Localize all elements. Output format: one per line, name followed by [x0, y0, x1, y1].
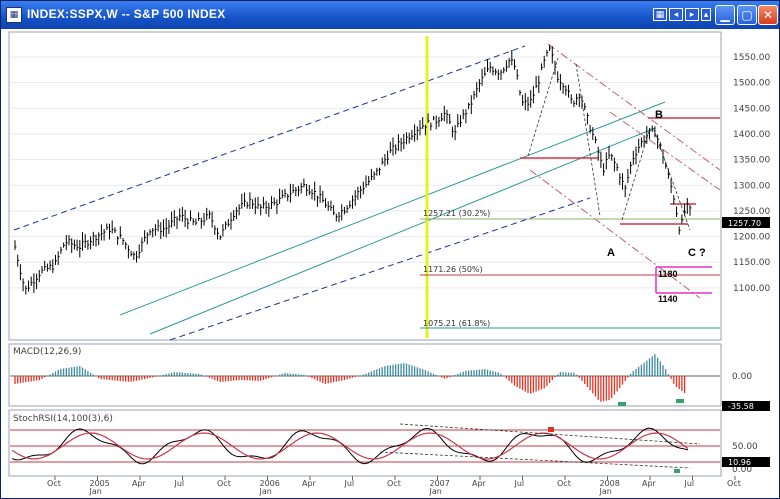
fib-label-3: 1075.21 (61.8%) — [423, 319, 490, 328]
level-markers — [520, 117, 720, 294]
price-tick-label: 1450.00 — [733, 104, 770, 114]
target-label-1: 1180 — [658, 269, 678, 279]
time-label: Oct — [387, 479, 401, 488]
time-label: 2007 — [430, 479, 450, 488]
chart-scroll-right-icon[interactable]: ▸ — [685, 8, 699, 21]
time-sublabel: Jan — [429, 487, 442, 496]
time-label: 2006 — [260, 479, 280, 488]
stoch-k-line — [11, 427, 689, 465]
price-bars[interactable] — [14, 44, 692, 295]
time-label: Apr — [642, 479, 657, 488]
macd-marker-1 — [618, 402, 626, 406]
trend-channels — [13, 43, 721, 341]
stoch-marker-red — [548, 427, 554, 432]
time-label: Jul — [344, 479, 355, 488]
time-label: Apr — [132, 479, 147, 488]
close-icon[interactable]: ✕ — [758, 5, 778, 25]
wave-lines — [527, 57, 691, 231]
chart-scroll-left-icon[interactable]: ◂ — [669, 8, 683, 21]
chart-zoom-icon[interactable]: ▴ — [701, 8, 711, 21]
stoch-title: StochRSI(14,100(3),6) — [13, 414, 113, 424]
time-label: Apr — [472, 479, 487, 488]
stoch-panel — [8, 409, 722, 477]
wave-label-b: B — [655, 109, 663, 121]
fib-levels — [420, 218, 720, 329]
macd-histogram — [14, 354, 686, 402]
macd-value-badge — [722, 401, 770, 411]
stoch-low-label: 0.00 — [732, 465, 752, 475]
chart-grid-toggle-icon[interactable]: ▦ — [653, 8, 667, 21]
time-label: Oct — [47, 479, 61, 488]
price-tick-label: 1250.00 — [733, 207, 770, 217]
target-label-2: 1140 — [658, 294, 678, 304]
price-tick-label: 1500.00 — [733, 79, 770, 89]
time-sublabel: Jan — [599, 487, 612, 496]
time-label: Oct — [727, 479, 741, 488]
stoch-mid-label: 50.00 — [732, 442, 758, 452]
macd-title: MACD(12,26,9) — [13, 347, 81, 357]
fib-label-2: 1171.26 (50%) — [423, 265, 483, 274]
time-sublabel: Jan — [259, 487, 272, 496]
time-label: Oct — [217, 479, 231, 488]
time-sublabel: Jan — [89, 487, 102, 496]
time-label: Apr — [302, 479, 317, 488]
price-tick-label: 1400.00 — [733, 130, 770, 140]
minimize-icon[interactable]: ▁ — [715, 5, 735, 25]
stoch-value-badge — [722, 457, 770, 467]
time-label: 2005 — [90, 479, 110, 488]
maximize-icon[interactable]: ▢ — [737, 5, 757, 25]
macd-zero-label: 0.00 — [732, 372, 752, 382]
stoch-trend-lower — [379, 451, 691, 469]
stoch-d-line — [11, 432, 689, 460]
macd-value: -35.58 — [728, 402, 754, 411]
window-title: INDEX:SSPX,W -- S&P 500 INDEX — [27, 7, 226, 21]
stoch-trend-upper — [399, 423, 701, 445]
time-label: Jul — [514, 479, 525, 488]
stoch-value: 10.96 — [728, 458, 751, 467]
stoch-marker-green — [674, 469, 680, 473]
price-tick-label: 1350.00 — [733, 156, 770, 166]
price-tick-label: 1150.00 — [733, 258, 770, 268]
macd-panel — [8, 343, 722, 407]
fib-label-1: 1257.21 (30.2%) — [423, 209, 490, 218]
time-label: 2008 — [600, 479, 620, 488]
price-axis: 1550.00 1500.00 1450.00 1400.00 1350.00 1300.… — [733, 53, 770, 294]
last-price-badge — [722, 217, 770, 228]
price-panel — [8, 31, 722, 341]
price-tick-label: 1550.00 — [733, 53, 770, 63]
time-label: Oct — [557, 479, 571, 488]
price-tick-label: 1300.00 — [733, 181, 770, 191]
last-price-value: 1257.70 — [728, 219, 761, 228]
wave-label-c: C ? — [688, 247, 706, 259]
price-gridlines — [10, 56, 720, 289]
wave-label-a: A — [607, 247, 615, 259]
macd-marker-2 — [676, 399, 684, 403]
time-label: Jul — [174, 479, 185, 488]
chart-app-icon[interactable]: ▦ — [6, 7, 22, 23]
price-tick-label: 1200.00 — [733, 233, 770, 243]
time-label: Jul — [684, 479, 695, 488]
price-tick-label: 1100.00 — [733, 284, 770, 294]
title-bar[interactable]: ▦ INDEX:SSPX,W -- S&P 500 INDEX ▦ ◂ ▸ ▴ … — [1, 1, 779, 29]
